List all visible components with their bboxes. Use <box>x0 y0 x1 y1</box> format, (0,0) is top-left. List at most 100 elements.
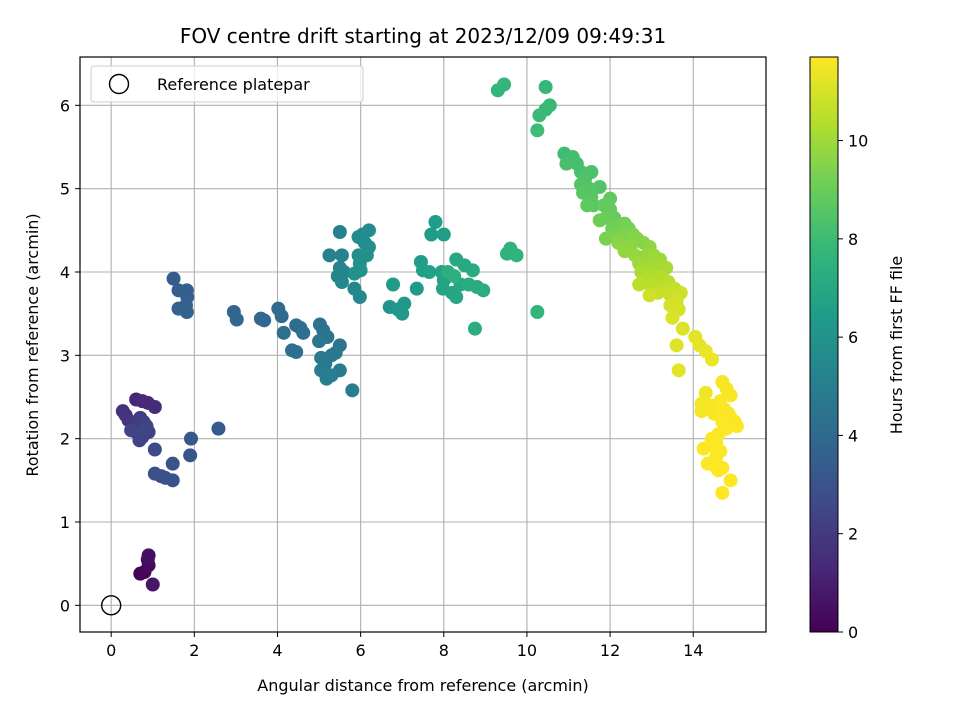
data-point <box>532 108 547 123</box>
x-tick-label: 8 <box>439 641 449 660</box>
y-tick-label: 3 <box>60 346 70 365</box>
data-point <box>671 363 686 378</box>
data-point <box>559 156 574 171</box>
data-point <box>147 400 162 414</box>
reference-platepar-marker <box>100 595 122 616</box>
data-point <box>296 325 311 340</box>
data-point <box>319 371 334 386</box>
grid <box>80 57 766 632</box>
colorbar-ticks: 0 2 4 6 8 10 <box>838 132 868 642</box>
data-point <box>592 180 607 194</box>
data-point <box>428 215 443 229</box>
colorbar-tick-label: 10 <box>848 132 868 151</box>
data-point <box>274 309 289 324</box>
data-point <box>124 423 139 438</box>
data-point <box>132 433 147 448</box>
data-point <box>312 334 327 349</box>
data-point <box>145 577 160 592</box>
data-point <box>704 352 719 367</box>
data-point <box>436 227 451 242</box>
x-axis-ticks: 0 2 4 6 8 10 12 14 <box>106 632 703 660</box>
colorbar-tick-label: 6 <box>848 328 858 347</box>
data-point <box>147 442 162 457</box>
data-point <box>322 248 337 263</box>
data-point <box>347 266 362 281</box>
data-point <box>538 80 553 94</box>
data-point <box>530 123 545 138</box>
chart-title: FOV centre drift starting at 2023/12/09 … <box>180 24 666 48</box>
data-point <box>476 283 491 298</box>
data-point <box>334 248 349 263</box>
x-tick-label: 10 <box>517 641 537 660</box>
data-point <box>632 277 647 292</box>
legend-box <box>90 65 364 103</box>
x-axis-label: Angular distance from reference (arcmin) <box>257 676 588 695</box>
data-point <box>183 448 198 463</box>
data-point <box>424 227 439 242</box>
legend: Reference platepar <box>90 65 364 103</box>
reference-marker-group <box>100 595 122 616</box>
data-point <box>642 288 657 303</box>
data-point <box>465 263 480 278</box>
y-tick-label: 0 <box>60 596 70 615</box>
data-point <box>334 275 349 289</box>
y-axis-ticks: 0 1 2 3 4 5 6 <box>60 96 80 615</box>
data-point <box>723 388 738 403</box>
data-point <box>179 305 194 319</box>
data-point <box>276 325 291 340</box>
y-tick-label: 2 <box>60 430 70 449</box>
plot-area <box>79 56 767 633</box>
data-point <box>715 485 730 500</box>
data-point <box>711 463 726 478</box>
data-point <box>530 305 545 319</box>
data-point <box>497 77 512 92</box>
y-tick-label: 4 <box>60 263 70 282</box>
data-point <box>397 296 412 311</box>
data-point <box>332 225 347 239</box>
data-point <box>449 290 464 304</box>
data-points <box>115 77 744 592</box>
y-tick-label: 1 <box>60 513 70 532</box>
colorbar-tick-label: 8 <box>848 230 858 249</box>
colorbar-tick-label: 0 <box>848 623 858 642</box>
data-point <box>422 265 437 279</box>
data-point <box>352 290 367 304</box>
y-tick-label: 6 <box>60 96 70 115</box>
data-point <box>665 310 680 325</box>
axes-frame <box>79 56 767 633</box>
x-tick-label: 4 <box>272 641 282 660</box>
x-tick-label: 2 <box>189 641 199 660</box>
y-tick-label: 5 <box>60 180 70 199</box>
data-point <box>696 441 711 456</box>
x-tick-label: 14 <box>683 641 703 660</box>
data-point <box>184 431 199 446</box>
data-point <box>467 321 482 336</box>
data-point <box>447 269 462 284</box>
data-point <box>669 338 684 353</box>
y-axis-label: Rotation from reference (arcmin) <box>23 213 42 476</box>
data-point <box>257 313 272 328</box>
data-point <box>723 473 738 488</box>
data-point <box>345 383 360 398</box>
data-point <box>361 223 376 238</box>
data-point <box>509 248 524 263</box>
data-point <box>165 473 180 488</box>
colorbar-tick-label: 4 <box>848 426 858 445</box>
legend-entry-label: Reference platepar <box>157 75 310 94</box>
data-point <box>289 345 304 359</box>
x-tick-label: 0 <box>106 641 116 660</box>
data-point <box>138 421 153 436</box>
data-point <box>592 213 607 228</box>
data-point <box>698 385 713 400</box>
data-point <box>166 271 181 286</box>
data-point <box>229 312 244 327</box>
colorbar-label: Hours from first FF file <box>887 256 906 435</box>
x-tick-label: 12 <box>600 641 620 660</box>
colorbar-tick-label: 2 <box>848 525 858 544</box>
data-point <box>165 456 180 471</box>
data-point <box>580 198 595 213</box>
colorbar-gradient <box>809 56 839 633</box>
data-point <box>675 321 690 336</box>
